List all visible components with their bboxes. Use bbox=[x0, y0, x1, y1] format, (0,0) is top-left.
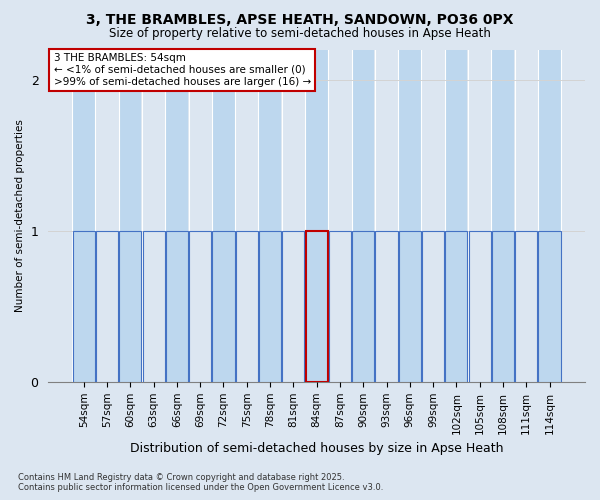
Bar bbox=[492, 50, 514, 382]
Bar bbox=[376, 231, 398, 382]
Bar bbox=[305, 231, 328, 382]
Bar bbox=[399, 50, 421, 382]
Bar bbox=[282, 231, 304, 382]
Bar bbox=[469, 231, 491, 382]
Bar bbox=[422, 231, 444, 382]
Bar bbox=[515, 231, 538, 382]
Bar bbox=[259, 231, 281, 382]
Bar bbox=[422, 50, 444, 382]
Bar bbox=[96, 231, 118, 382]
Bar bbox=[329, 50, 351, 382]
Bar bbox=[236, 50, 258, 382]
Bar bbox=[538, 231, 560, 382]
Bar bbox=[189, 50, 211, 382]
Text: 3, THE BRAMBLES, APSE HEATH, SANDOWN, PO36 0PX: 3, THE BRAMBLES, APSE HEATH, SANDOWN, PO… bbox=[86, 12, 514, 26]
Bar bbox=[119, 231, 142, 382]
Bar bbox=[376, 50, 398, 382]
Bar bbox=[538, 50, 560, 382]
Bar bbox=[282, 50, 304, 382]
Bar bbox=[469, 50, 491, 382]
Bar bbox=[492, 231, 514, 382]
Bar bbox=[212, 50, 235, 382]
Text: 3 THE BRAMBLES: 54sqm
← <1% of semi-detached houses are smaller (0)
>99% of semi: 3 THE BRAMBLES: 54sqm ← <1% of semi-deta… bbox=[53, 54, 311, 86]
Bar bbox=[73, 231, 95, 382]
Bar bbox=[445, 231, 467, 382]
Bar bbox=[515, 50, 538, 382]
Bar bbox=[166, 50, 188, 382]
Bar bbox=[445, 50, 467, 382]
Bar bbox=[352, 50, 374, 382]
Bar bbox=[119, 50, 142, 382]
Bar bbox=[212, 231, 235, 382]
Bar bbox=[399, 231, 421, 382]
Bar bbox=[143, 231, 164, 382]
Bar bbox=[259, 50, 281, 382]
Bar bbox=[73, 50, 95, 382]
Text: Contains HM Land Registry data © Crown copyright and database right 2025.
Contai: Contains HM Land Registry data © Crown c… bbox=[18, 473, 383, 492]
Bar bbox=[189, 231, 211, 382]
Bar bbox=[143, 50, 164, 382]
Text: Size of property relative to semi-detached houses in Apse Heath: Size of property relative to semi-detach… bbox=[109, 28, 491, 40]
Bar bbox=[236, 231, 258, 382]
Y-axis label: Number of semi-detached properties: Number of semi-detached properties bbox=[15, 120, 25, 312]
Bar bbox=[305, 50, 328, 382]
Bar bbox=[329, 231, 351, 382]
Bar bbox=[352, 231, 374, 382]
Bar bbox=[166, 231, 188, 382]
Bar bbox=[96, 50, 118, 382]
X-axis label: Distribution of semi-detached houses by size in Apse Heath: Distribution of semi-detached houses by … bbox=[130, 442, 503, 455]
